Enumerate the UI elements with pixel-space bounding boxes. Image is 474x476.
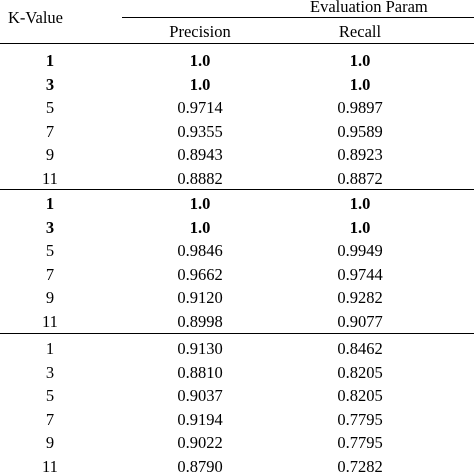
cell-precision: 0.8790 <box>177 457 223 476</box>
cell-k-value: 7 <box>45 121 55 141</box>
cell-recall: 0.9589 <box>337 121 383 141</box>
cell-precision: 0.9037 <box>177 386 223 406</box>
cell-k-value: 9 <box>45 288 55 308</box>
cell-precision: 0.8998 <box>177 312 223 331</box>
cell-recall: 0.7282 <box>337 457 383 476</box>
cell-k-value: 3 <box>45 217 55 237</box>
cell-k-value: 9 <box>45 433 55 453</box>
cell-recall: 1.0 <box>349 217 371 237</box>
header-bottom-rule <box>0 43 474 44</box>
cell-k-value: 1 <box>45 51 55 70</box>
cell-recall: 0.8872 <box>337 169 383 188</box>
cell-recall: 0.8205 <box>337 362 383 382</box>
cell-precision: 0.8943 <box>177 145 223 165</box>
header-recall: Recall <box>338 22 382 41</box>
cell-k-value: 9 <box>45 145 55 165</box>
section-divider-1 <box>0 189 474 190</box>
cell-precision: 1.0 <box>189 74 211 94</box>
cell-k-value: 5 <box>45 241 55 261</box>
cell-precision: 1.0 <box>189 51 211 70</box>
cell-k-value: 3 <box>45 362 55 382</box>
cell-precision: 0.9662 <box>177 264 223 284</box>
cell-precision: 0.9130 <box>177 339 223 358</box>
cell-recall: 0.8462 <box>337 339 383 358</box>
cell-precision: 0.9194 <box>177 409 223 429</box>
cell-recall: 0.8205 <box>337 386 383 406</box>
cell-k-value: 11 <box>42 312 58 331</box>
cell-recall: 1.0 <box>349 194 371 213</box>
cell-recall: 0.9282 <box>337 288 383 308</box>
cell-k-value: 5 <box>45 386 55 406</box>
cell-recall: 0.7795 <box>337 409 383 429</box>
cell-k-value: 11 <box>42 169 58 188</box>
cell-recall: 0.9949 <box>337 241 383 261</box>
cell-precision: 1.0 <box>189 194 211 213</box>
cell-recall: 0.9744 <box>337 264 383 284</box>
cell-recall: 0.9077 <box>337 312 383 331</box>
cell-k-value: 1 <box>45 194 55 213</box>
cell-k-value: 5 <box>45 98 55 118</box>
cell-recall: 1.0 <box>349 51 371 70</box>
section-divider-2 <box>0 333 474 334</box>
cell-precision: 0.8810 <box>177 362 223 382</box>
cell-precision: 0.9846 <box>177 241 223 261</box>
cell-k-value: 3 <box>45 74 55 94</box>
cell-precision: 0.9120 <box>177 288 223 308</box>
cell-k-value: 1 <box>45 339 55 358</box>
header-k-value: K-Value <box>8 8 63 27</box>
cell-precision: 0.9355 <box>177 121 223 141</box>
cell-precision: 0.8882 <box>177 169 223 188</box>
cell-k-value: 11 <box>42 457 58 476</box>
cell-precision: 0.9714 <box>177 98 223 118</box>
cell-k-value: 7 <box>45 409 55 429</box>
header-evaluation-parameters: Evaluation Param <box>310 0 428 16</box>
cell-recall: 0.7795 <box>337 433 383 453</box>
cell-recall: 0.9897 <box>337 98 383 118</box>
cell-k-value: 7 <box>45 264 55 284</box>
cell-recall: 0.8923 <box>337 145 383 165</box>
cell-recall: 1.0 <box>349 74 371 94</box>
cell-precision: 0.9022 <box>177 433 223 453</box>
header-group-rule <box>122 17 474 18</box>
cell-precision: 1.0 <box>189 217 211 237</box>
header-precision: Precision <box>169 22 231 41</box>
